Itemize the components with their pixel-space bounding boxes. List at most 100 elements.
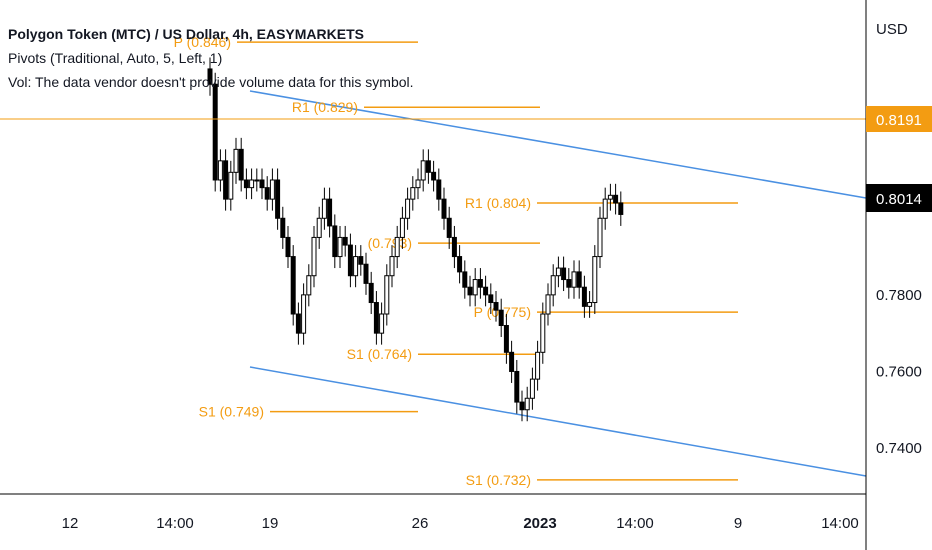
candle xyxy=(602,187,608,230)
candle xyxy=(368,271,374,315)
currency-label: USD xyxy=(876,21,908,38)
candle xyxy=(607,183,613,211)
candle xyxy=(321,187,327,230)
candle xyxy=(535,340,541,391)
svg-text:0.8014: 0.8014 xyxy=(876,191,922,208)
time-tick: 14:00 xyxy=(156,515,194,532)
candle xyxy=(410,176,416,211)
candle xyxy=(379,302,385,345)
candle xyxy=(488,283,494,315)
time-axis[interactable]: 12 14:00 19 26 2023 14:00 9 14:00 xyxy=(62,515,859,532)
pivot-label: R1 (0.804) xyxy=(465,195,531,211)
candle xyxy=(514,359,520,414)
pivot-label: (0.793) xyxy=(368,235,412,251)
candle xyxy=(618,191,624,226)
candle xyxy=(254,168,260,192)
candle xyxy=(431,160,437,192)
candle xyxy=(566,268,572,299)
candle xyxy=(519,390,525,422)
candle xyxy=(581,275,587,318)
price-tick: 0.7600 xyxy=(876,363,922,380)
candle xyxy=(259,168,265,200)
candle xyxy=(394,225,400,269)
candle xyxy=(555,256,561,288)
candle xyxy=(592,245,598,315)
candle xyxy=(342,225,348,257)
candle xyxy=(306,264,312,307)
pivot-label: S1 (0.749) xyxy=(199,404,264,420)
pivot-levels: P (0.846)R1 (0.829)R1 (0.804)(0.793)P (0… xyxy=(174,34,738,488)
candle xyxy=(613,183,619,215)
candle xyxy=(347,233,353,288)
candle xyxy=(451,225,457,269)
candle xyxy=(477,268,483,299)
pivot-label: R1 (0.829) xyxy=(292,99,358,115)
candle xyxy=(353,245,359,288)
candle xyxy=(243,168,249,200)
price-axis[interactable]: USD 0.7800 0.7600 0.7400 0.8191 0.8014 xyxy=(866,21,932,457)
candle xyxy=(509,340,515,383)
price-marker-last: 0.8014 xyxy=(866,184,932,212)
candle xyxy=(571,260,577,299)
candle xyxy=(269,168,275,211)
price-tick: 0.7400 xyxy=(876,440,922,457)
candle xyxy=(358,245,364,276)
candle xyxy=(462,260,468,299)
candle xyxy=(545,283,551,326)
time-tick: 12 xyxy=(62,515,79,532)
candle xyxy=(212,72,218,192)
candle xyxy=(238,137,244,192)
time-tick: 14:00 xyxy=(616,515,654,532)
candle xyxy=(503,314,509,364)
candle xyxy=(493,291,499,322)
candle xyxy=(290,245,296,326)
channel-upper-line[interactable] xyxy=(249,90,867,199)
time-tick: 9 xyxy=(734,515,742,532)
candle xyxy=(576,260,582,299)
pivots-indicator-label: Pivots (Traditional, Auto, 5, Left, 1) xyxy=(8,50,223,66)
candle xyxy=(337,225,343,269)
candle xyxy=(561,256,567,292)
candle xyxy=(363,252,369,295)
time-tick: 14:00 xyxy=(821,515,859,532)
price-tick: 0.7800 xyxy=(876,287,922,304)
candle xyxy=(327,187,333,238)
candle xyxy=(441,187,447,230)
candle xyxy=(373,291,379,345)
channel-lower-line[interactable] xyxy=(249,366,867,477)
candle xyxy=(384,264,390,326)
candle xyxy=(587,291,593,318)
candle xyxy=(217,149,223,192)
candle xyxy=(436,168,442,211)
volume-indicator-label: Vol: The data vendor doesn't provide vol… xyxy=(8,74,414,90)
price-marker-orange: 0.8191 xyxy=(866,106,932,132)
time-tick: 26 xyxy=(412,515,429,532)
candlestick-series xyxy=(207,57,624,422)
candle xyxy=(483,275,489,307)
candle xyxy=(472,268,478,307)
candle xyxy=(389,245,395,288)
candle xyxy=(399,206,405,249)
candle xyxy=(228,160,234,211)
candle xyxy=(540,302,546,364)
pivot-label: S1 (0.764) xyxy=(347,346,412,362)
candle xyxy=(275,168,281,230)
candle xyxy=(295,302,301,345)
candle xyxy=(597,206,603,269)
candle xyxy=(529,367,535,410)
svg-text:0.8191: 0.8191 xyxy=(876,112,922,129)
chart-legend: Polygon Token (MTC) / US Dollar, 4h, EAS… xyxy=(8,22,414,94)
pivot-label: P (0.846) xyxy=(174,34,231,50)
candle xyxy=(311,225,317,288)
symbol-title: Polygon Token (MTC) / US Dollar, 4h, EAS… xyxy=(8,26,364,42)
candle xyxy=(467,275,473,307)
candle xyxy=(249,168,255,200)
candle xyxy=(405,187,411,230)
pivot-label: S1 (0.732) xyxy=(466,472,531,488)
channel-lines xyxy=(249,90,867,477)
candle xyxy=(550,264,556,307)
candle xyxy=(446,206,452,249)
candle xyxy=(332,214,338,269)
candle xyxy=(420,149,426,192)
